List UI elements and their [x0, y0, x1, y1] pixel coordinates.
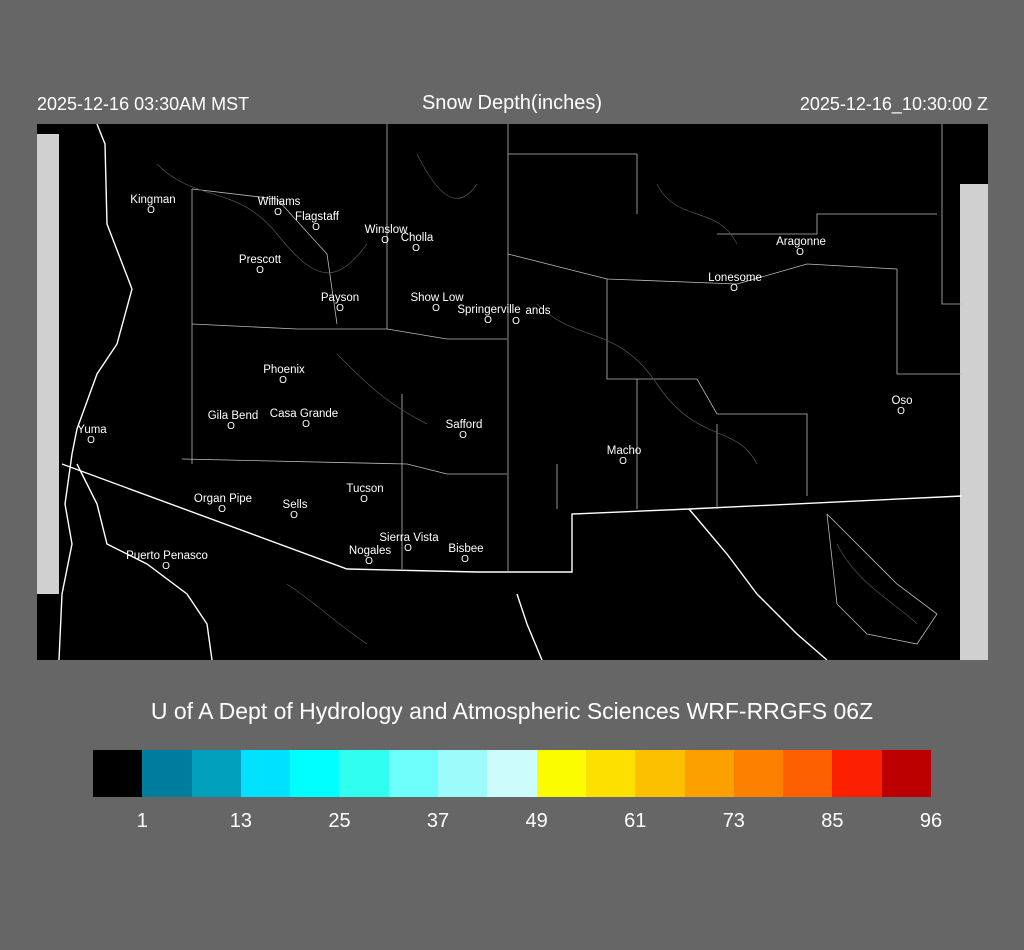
color-swatch: [585, 750, 636, 797]
color-bar-tick: 37: [426, 810, 450, 832]
color-swatch: [191, 750, 241, 797]
city-marker-icon: O: [302, 419, 310, 430]
city-marker-icon: O: [227, 421, 235, 432]
city-label: Gila Bend: [207, 410, 259, 422]
local-time: 2025-12-16 03:30AM MST: [37, 94, 250, 114]
color-swatch: [832, 750, 882, 797]
color-swatch: [339, 750, 389, 797]
color-swatch: [783, 750, 833, 797]
city-marker-icon: O: [796, 247, 804, 258]
city-marker-icon: O: [619, 456, 627, 467]
color-bar-tick: 25: [328, 810, 351, 832]
city-marker-icon: O: [432, 303, 440, 314]
utc-time: 2025-12-16_10:30:00 Z: [799, 94, 988, 114]
city-label: Yuma: [77, 424, 107, 436]
city-marker-icon: O: [381, 235, 389, 246]
snow-depth-map: Kingman O Williams O Flagstaff O Winslow O Choll…: [37, 124, 988, 660]
city-label: Sierra Vista: [379, 532, 439, 544]
city-label: Bisbee: [448, 543, 484, 555]
city-marker-icon: O: [279, 375, 287, 386]
color-swatch: [684, 750, 734, 797]
city-label: Phoenix: [263, 364, 305, 376]
city-marker-icon: O: [512, 316, 520, 327]
city-marker-icon: O: [147, 205, 155, 216]
city-label: Lonesome: [708, 272, 762, 284]
color-swatch: [635, 750, 685, 797]
city-label: Cholla: [400, 232, 434, 244]
color-swatch: [93, 750, 143, 797]
city-marker-icon: O: [312, 222, 320, 233]
color-bar-tick: 85: [821, 810, 844, 832]
city-marker-icon: O: [461, 554, 469, 565]
city-marker-icon: O: [730, 283, 738, 294]
city-label: Puerto Penasco: [126, 550, 208, 562]
color-swatch: [536, 750, 586, 797]
edge-left: [37, 134, 59, 594]
city-label: Prescott: [238, 254, 282, 266]
color-bar-tick: 13: [229, 810, 252, 832]
city-label: Oso: [891, 395, 913, 407]
edge-right: [960, 184, 988, 660]
colorado-river: [58, 124, 133, 660]
city-label: Williams: [257, 196, 301, 208]
city-label: Safford: [445, 419, 483, 431]
color-bar-tick: 96: [919, 810, 943, 832]
color-bar-tick: 49: [525, 810, 548, 832]
city-label: Show Low: [410, 292, 464, 304]
city-marker-icon: O: [218, 504, 226, 515]
city-label: Nogales: [348, 545, 392, 557]
city-label: Winslow: [364, 224, 408, 236]
color-swatch: [487, 750, 537, 797]
city-marker-icon: O: [336, 303, 344, 314]
city-marker-icon: O: [290, 510, 298, 521]
city-label: Flagstaff: [295, 211, 339, 223]
color-swatch: [733, 750, 784, 797]
color-bar-tick: 1: [136, 810, 148, 832]
city-marker-icon: O: [162, 561, 170, 572]
city-marker-icon: O: [412, 243, 420, 254]
map-title: Snow Depth(inches): [421, 92, 603, 114]
city-marker-icon: O: [484, 315, 492, 326]
color-swatch: [142, 750, 192, 797]
color-swatch: [881, 750, 932, 797]
color-swatch: [240, 750, 291, 797]
city-label: Macho: [606, 445, 642, 457]
color-swatch: [438, 750, 488, 797]
city-label: Kingman: [130, 194, 176, 206]
credit-text: U of A Dept of Hydrology and Atmospheric…: [150, 698, 874, 724]
color-swatch: [388, 750, 439, 797]
city-marker-icon: O: [256, 265, 264, 276]
city-label: Casa Grande: [269, 408, 339, 420]
city-marker-icon: O: [897, 406, 905, 417]
color-bar-tick: 61: [624, 810, 647, 832]
city-marker-icon: O: [87, 435, 95, 446]
color-bar-tick: 73: [722, 810, 745, 832]
city-label: Aragonne: [776, 236, 826, 248]
border-line: [61, 463, 963, 573]
city-label: Sells: [282, 499, 308, 511]
color-bar: [93, 750, 932, 797]
city-marker-icon: O: [404, 543, 412, 554]
city-label: Springerville: [457, 304, 521, 316]
city-label: Tucson: [346, 483, 384, 495]
city-label: ands: [525, 305, 551, 317]
city-label: Payson: [320, 292, 360, 304]
city-marker-icon: O: [274, 207, 282, 218]
color-swatch: [290, 750, 340, 797]
map-boundaries: [37, 124, 988, 660]
city-label: Organ Pipe: [193, 493, 253, 505]
city-marker-icon: O: [365, 556, 373, 567]
city-marker-icon: O: [360, 494, 368, 505]
city-marker-icon: O: [459, 430, 467, 441]
